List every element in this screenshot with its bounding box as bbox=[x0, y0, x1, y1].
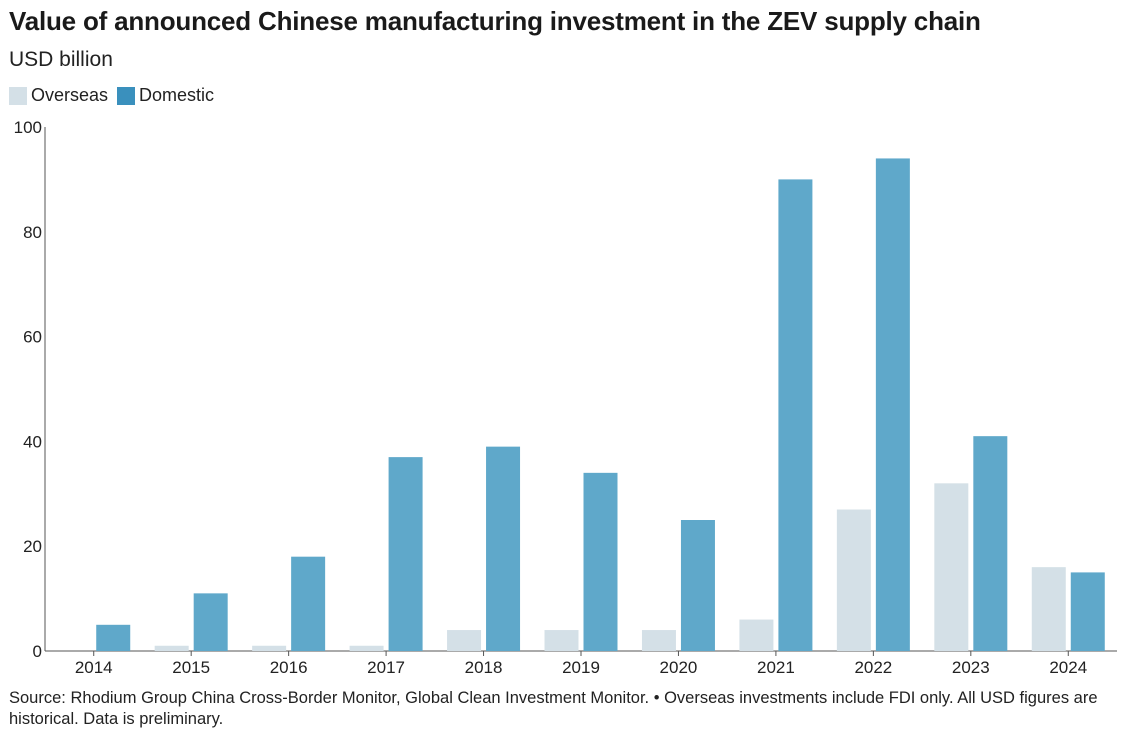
y-tick-label: 0 bbox=[33, 642, 42, 661]
bar-overseas-2021 bbox=[739, 619, 774, 651]
bar-domestic-2015 bbox=[193, 593, 228, 651]
x-tick-label: 2021 bbox=[757, 658, 795, 677]
y-tick-label: 100 bbox=[14, 118, 42, 137]
bar-domestic-2018 bbox=[486, 446, 521, 651]
legend-label-overseas: Overseas bbox=[31, 85, 109, 105]
bar-overseas-2015 bbox=[154, 645, 189, 651]
x-tick-label: 2018 bbox=[465, 658, 503, 677]
x-tick-label: 2020 bbox=[660, 658, 698, 677]
bar-overseas-2016 bbox=[252, 645, 287, 651]
x-tick-label: 2015 bbox=[172, 658, 210, 677]
bar-overseas-2022 bbox=[836, 509, 871, 651]
bar-domestic-2016 bbox=[291, 556, 326, 651]
bar-domestic-2017 bbox=[388, 457, 423, 651]
bar-overseas-2017 bbox=[349, 645, 384, 651]
legend-label-domestic: Domestic bbox=[139, 85, 215, 105]
x-tick-label: 2014 bbox=[75, 658, 113, 677]
legend: Overseas Domestic bbox=[9, 85, 223, 106]
legend-swatch-domestic bbox=[117, 86, 136, 105]
bar-overseas-2018 bbox=[447, 630, 482, 651]
y-tick-label: 20 bbox=[23, 537, 42, 556]
chart-subtitle: USD billion bbox=[9, 48, 113, 71]
bar-chart: 0 20 40 60 80 100 2014 2015 2016 2017 2018 2019 2020… bbox=[14, 118, 1117, 677]
x-tick-label: 2017 bbox=[367, 658, 405, 677]
legend-item-domestic: Domestic bbox=[117, 85, 214, 106]
chart-title: Value of announced Chinese manufacturing… bbox=[9, 6, 981, 36]
bar-domestic-2024 bbox=[1070, 572, 1105, 651]
bar-domestic-2023 bbox=[973, 436, 1008, 651]
x-tick-label: 2019 bbox=[562, 658, 600, 677]
bar-domestic-2021 bbox=[778, 179, 813, 651]
x-tick-label: 2024 bbox=[1049, 658, 1087, 677]
legend-swatch-overseas bbox=[9, 86, 27, 105]
x-tick-label: 2022 bbox=[854, 658, 892, 677]
bar-overseas-2023 bbox=[934, 483, 969, 651]
bar-domestic-2020 bbox=[680, 520, 715, 651]
bar-overseas-2024 bbox=[1031, 567, 1066, 651]
bar-domestic-2014 bbox=[96, 624, 131, 651]
x-tick-label: 2023 bbox=[952, 658, 990, 677]
y-tick-label: 40 bbox=[23, 432, 42, 451]
y-tick-label: 80 bbox=[23, 223, 42, 242]
y-tick-label: 60 bbox=[23, 328, 42, 347]
bar-domestic-2019 bbox=[583, 472, 618, 651]
bar-domestic-2022 bbox=[875, 158, 910, 651]
bar-overseas-2020 bbox=[641, 630, 676, 651]
x-tick-label: 2016 bbox=[270, 658, 308, 677]
bar-overseas-2019 bbox=[544, 630, 579, 651]
source-footnote: Source: Rhodium Group China Cross-Border… bbox=[9, 689, 1098, 728]
legend-item-overseas: Overseas bbox=[9, 85, 108, 106]
